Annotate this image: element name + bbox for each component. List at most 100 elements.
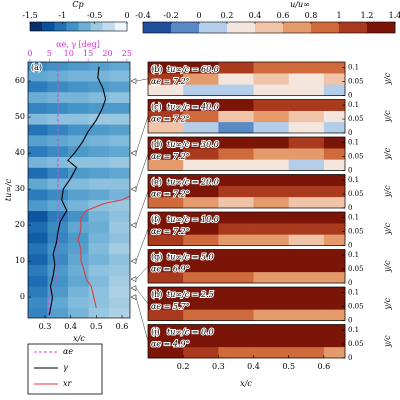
y-tick-label: 0 — [348, 167, 352, 175]
connector — [135, 78, 149, 82]
u-cell — [323, 324, 346, 336]
u-cell — [288, 174, 325, 186]
u-cell — [288, 335, 325, 348]
u-cell — [288, 324, 325, 336]
u-cell — [218, 223, 254, 235]
u-cell — [183, 99, 219, 111]
u-cell — [148, 73, 184, 85]
top-tick-label: 25 — [122, 49, 132, 58]
cp-cell — [88, 91, 110, 103]
cp-cell — [47, 297, 69, 309]
u-cell — [148, 324, 184, 336]
colorbar-segment — [311, 22, 340, 33]
cp-cell — [28, 307, 48, 318]
colorbar-segment — [339, 22, 368, 33]
colorbar-segment — [30, 22, 43, 31]
time-marker — [130, 150, 137, 156]
cp-cell — [68, 102, 89, 114]
y-tick-label: 10 — [15, 256, 25, 265]
cp-cell — [28, 91, 48, 103]
u-cell — [253, 223, 290, 235]
u-cell — [253, 174, 290, 186]
colorbar-segment — [90, 22, 104, 31]
cp-cell — [88, 167, 110, 179]
cp-cell — [88, 210, 110, 222]
top-tick-label: 15 — [83, 49, 93, 58]
u-cell — [253, 287, 290, 299]
cp-cell — [68, 70, 89, 82]
colorbar-tick-label: -1.5 — [22, 11, 37, 20]
cp-cell — [47, 232, 69, 244]
cp-cell — [88, 70, 110, 82]
y-tick-label: 0.1 — [348, 289, 359, 297]
colorbar-segment — [143, 22, 172, 33]
top-tick-label: 20 — [102, 49, 112, 58]
top-axis-label: αe, γ [deg] — [56, 40, 100, 49]
u-cell — [183, 260, 219, 273]
u-cell — [148, 159, 184, 171]
y-axis-label: y/c — [383, 72, 392, 85]
y-tick-label: 0 — [348, 317, 352, 325]
cp-cell — [68, 135, 89, 147]
colorbar-tick-label: 0.4 — [249, 11, 262, 20]
u-cell — [253, 271, 290, 284]
cp-cell — [28, 70, 48, 82]
u-cell — [323, 110, 346, 123]
u-cell — [148, 309, 184, 321]
cp-cell — [28, 286, 48, 298]
y-tick-label: 60 — [15, 76, 25, 85]
time-marker — [130, 276, 137, 283]
u-cell — [288, 346, 325, 359]
connector — [135, 287, 149, 304]
x-tick-label: 0.2 — [177, 362, 190, 371]
y-axis-label: y/c — [383, 185, 392, 198]
panel-alpha: αe = 7.2° — [151, 77, 190, 86]
cp-cell — [28, 232, 48, 244]
colorbar-tick-label: 1.4 — [389, 11, 400, 20]
top-tick-label: 0 — [27, 49, 32, 58]
u-cell — [323, 174, 346, 186]
panel-alpha: αe = 4.9° — [151, 340, 190, 349]
x-tick-label: 0.6 — [318, 362, 331, 371]
u-cell — [148, 84, 184, 96]
y-tick-label: 0.05 — [348, 78, 364, 86]
u-cell — [183, 212, 219, 224]
u-cell — [323, 234, 346, 246]
u-cell — [218, 73, 254, 85]
panel-letter: (c) — [151, 103, 162, 112]
cp-cell — [109, 210, 130, 222]
u-cell — [148, 148, 184, 160]
u-cell — [148, 234, 184, 246]
u-cell — [288, 196, 325, 209]
cp-cell — [109, 286, 130, 298]
panel-time: tu∞/c = 20.0 — [167, 178, 219, 187]
y-axis-label: y/c — [383, 222, 392, 235]
cp-cell — [109, 62, 130, 71]
x-tick-label: 0.5 — [282, 362, 295, 371]
colorbar-tick-label: -0.4 — [135, 11, 150, 20]
cp-cell — [28, 145, 48, 157]
cp-cell — [47, 167, 69, 179]
x-tick-label: 0.5 — [90, 322, 103, 331]
cp-cell — [28, 297, 48, 309]
cp-cell — [88, 102, 110, 114]
u-cell — [218, 298, 254, 310]
panel-letter: (h) — [151, 290, 162, 299]
u-cell — [288, 62, 325, 74]
cp-cell — [109, 189, 130, 201]
cp-cell — [68, 62, 89, 71]
u-cell — [288, 148, 325, 160]
u-cell — [183, 324, 219, 336]
cp-cell — [28, 62, 48, 71]
y-tick-label: 0 — [348, 279, 352, 287]
colorbar-segment — [54, 22, 67, 31]
colorbar-segment — [42, 22, 55, 31]
cp-cell — [68, 243, 89, 255]
u-cell — [218, 148, 254, 160]
u-cell — [253, 260, 290, 273]
cp-cell — [47, 286, 69, 298]
u-cell — [323, 346, 346, 359]
y-tick-label: 0.05 — [348, 228, 364, 236]
u-cell — [148, 335, 184, 348]
